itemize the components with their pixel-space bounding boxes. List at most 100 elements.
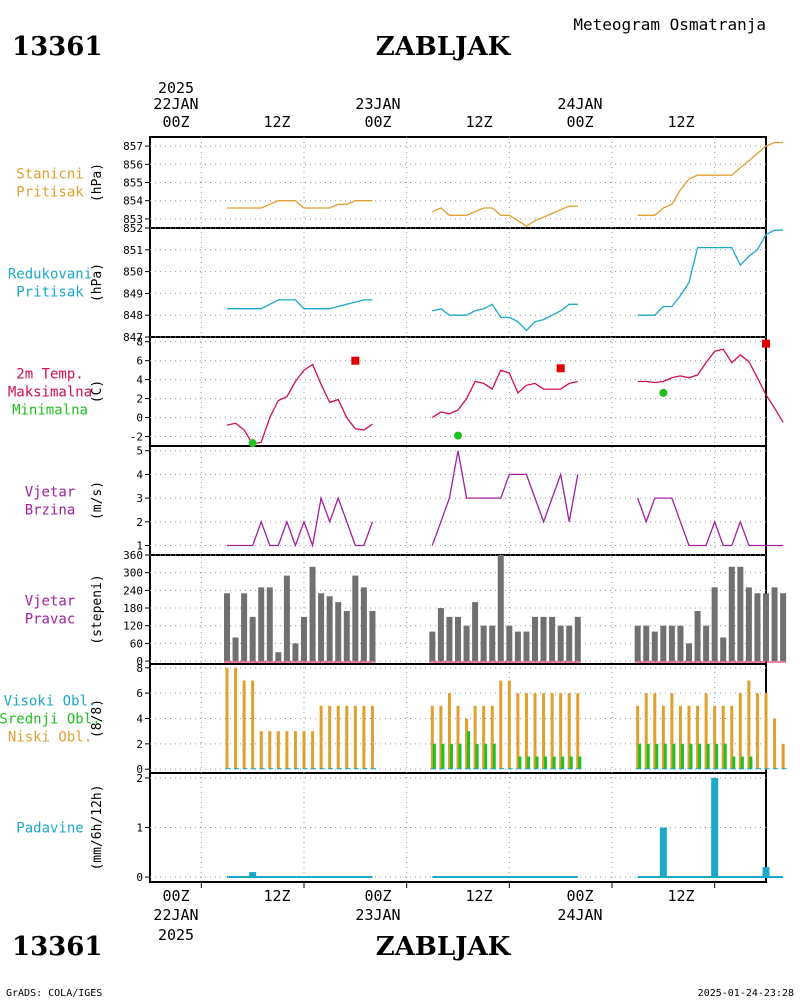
cloud-high-bar-6 bbox=[268, 768, 274, 770]
time-label-bottom-1: 00Z bbox=[162, 887, 189, 905]
cloud-low-bar-51 bbox=[755, 693, 759, 770]
date-label-bottom-1: 22JAN bbox=[153, 906, 198, 924]
wind-direction-bar-54 bbox=[780, 593, 787, 662]
cloud-low-bar-29 bbox=[516, 693, 520, 770]
cloud-low-bar-54 bbox=[781, 743, 785, 770]
cloud-low-bar-41 bbox=[670, 693, 674, 770]
precip-bar-4 bbox=[762, 867, 770, 878]
cloud-mid-bar-38 bbox=[646, 743, 650, 770]
wind-direction-bar-11 bbox=[309, 566, 316, 662]
wind-speed-line-segment-2 bbox=[431, 450, 579, 546]
temp-label-2: Maksimalna bbox=[8, 385, 92, 401]
wind-direction-bar-1 bbox=[224, 593, 230, 662]
wind-label-2: Brzina bbox=[25, 503, 76, 519]
cloud-low-bar-28 bbox=[507, 680, 511, 770]
cloud-mid-bar-19 bbox=[432, 743, 436, 770]
cloud-low-bar-34 bbox=[559, 693, 563, 770]
station-pressure-line-segment-2 bbox=[432, 205, 578, 227]
date-label-top-1: 22JAN bbox=[153, 95, 198, 113]
dir-ytick-label-5: 240 bbox=[123, 584, 143, 597]
cloud-mid-bar-30 bbox=[526, 756, 530, 770]
cloud-high-bar-50 bbox=[747, 768, 753, 770]
cloud-ytick-label-2: 2 bbox=[136, 738, 143, 751]
wind-direction-bar-6 bbox=[266, 587, 273, 662]
temp-label-3: Minimalna bbox=[12, 403, 88, 419]
cloud-low-bar-14 bbox=[336, 705, 340, 770]
cloud-low-bar-27 bbox=[499, 680, 503, 770]
cloud-high-bar-47 bbox=[721, 768, 727, 770]
timestamp-label: 2025-01-24-23:28 bbox=[698, 988, 794, 999]
cloud-high-bar-39 bbox=[653, 768, 659, 770]
cloud-mid-bar-35 bbox=[569, 756, 573, 770]
wind-direction-bar-2 bbox=[232, 637, 239, 662]
dir-ytick-label-3: 120 bbox=[123, 620, 143, 633]
cloud-low-bar-35 bbox=[567, 693, 571, 770]
cloud-high-bar-33 bbox=[550, 768, 556, 770]
cloud-mid-bar-25 bbox=[484, 743, 488, 770]
reduced-label-2: Pritisak bbox=[16, 285, 84, 301]
wind-direction-bar-37 bbox=[634, 625, 641, 662]
wind-direction-bar-12 bbox=[318, 593, 325, 662]
wind-ytick-label-3: 3 bbox=[136, 492, 143, 505]
temp-ytick-label-3: 2 bbox=[136, 393, 143, 406]
cloud-low-bar-1 bbox=[225, 667, 229, 770]
wind-direction-bar-53 bbox=[771, 587, 778, 662]
cloud-mid-bar-45 bbox=[706, 743, 710, 770]
credit-label: GrADS: COLA/IGES bbox=[6, 988, 102, 999]
cloud-mid-bar-48 bbox=[732, 756, 736, 770]
cloud-low-bar-42 bbox=[678, 705, 682, 770]
cloud-low-bar-36 bbox=[576, 693, 580, 770]
wind-direction-bar-4 bbox=[249, 616, 256, 662]
station-id-bottom: 13361 bbox=[12, 932, 102, 962]
wind-unit-label: (m/s) bbox=[90, 481, 105, 520]
wind-direction-bar-29 bbox=[514, 631, 521, 662]
wind-direction-bar-20 bbox=[437, 608, 444, 662]
dir-ytick-label-1: 0 bbox=[136, 655, 143, 668]
cloud-high-bar-35 bbox=[567, 768, 573, 770]
cloud-mid-bar-41 bbox=[672, 743, 676, 770]
cloud-high-bar-14 bbox=[336, 768, 342, 770]
wind-ytick-label-2: 2 bbox=[136, 516, 143, 529]
cloud-high-bar-36 bbox=[576, 768, 582, 770]
wind-direction-bar-43 bbox=[686, 643, 692, 662]
cloud-low-bar-38 bbox=[644, 693, 648, 770]
cloud-mid-bar-40 bbox=[663, 743, 667, 770]
cloud-low-bar-12 bbox=[319, 705, 323, 770]
wind-direction-bar-41 bbox=[668, 625, 675, 662]
pressure-ytick-label-2: 854 bbox=[123, 195, 143, 208]
panel-frame-2 bbox=[149, 227, 767, 338]
plot-layer: 853854855856857(hPa)StanicniPritisak8478… bbox=[0, 136, 787, 888]
cloud-high-bar-1 bbox=[225, 768, 231, 770]
wind-direction-bar-34 bbox=[557, 625, 564, 662]
cloud-high-bar-30 bbox=[524, 768, 530, 770]
cloud-high-bar-19 bbox=[430, 768, 436, 770]
cloud-high-bar-43 bbox=[687, 768, 693, 770]
dir-ytick-label-7: 360 bbox=[123, 549, 143, 562]
tmin-point-1 bbox=[248, 439, 257, 448]
cloud-low-bar-18 bbox=[370, 705, 374, 770]
year-label-top: 2025 bbox=[158, 79, 194, 97]
wind-direction-bar-39 bbox=[651, 631, 658, 662]
cloud-low-bar-2 bbox=[234, 667, 238, 770]
cloud-high-bar-24 bbox=[473, 768, 479, 770]
wind-direction-bar-28 bbox=[506, 625, 513, 662]
pressure-unit-label: (hPa) bbox=[90, 163, 105, 202]
pressure-ytick-label-4: 856 bbox=[123, 158, 143, 171]
cloud-mid-bar-37 bbox=[638, 743, 642, 770]
cloud-high-bar-31 bbox=[533, 768, 539, 770]
cloud-low-bar-44 bbox=[696, 705, 700, 770]
reduced-pressure-line-segment-3 bbox=[637, 229, 784, 316]
cloud-low-bar-23 bbox=[465, 718, 469, 770]
cloud-mid-bar-24 bbox=[475, 743, 479, 770]
wind-ytick-label-5: 5 bbox=[136, 445, 143, 458]
cloud-high-bar-16 bbox=[353, 768, 359, 770]
dir-ytick-label-6: 300 bbox=[123, 567, 143, 580]
wind-direction-bar-51 bbox=[754, 593, 761, 662]
cloud-high-bar-27 bbox=[499, 768, 505, 770]
cloud-high-bar-38 bbox=[644, 768, 650, 770]
cloud-low-bar-49 bbox=[738, 693, 742, 770]
cloud-mid-bar-32 bbox=[544, 756, 548, 770]
precip-ytick-label-3: 2 bbox=[136, 772, 143, 785]
cloud-low-bar-21 bbox=[447, 693, 451, 770]
precip-ytick-label-2: 1 bbox=[136, 822, 143, 835]
